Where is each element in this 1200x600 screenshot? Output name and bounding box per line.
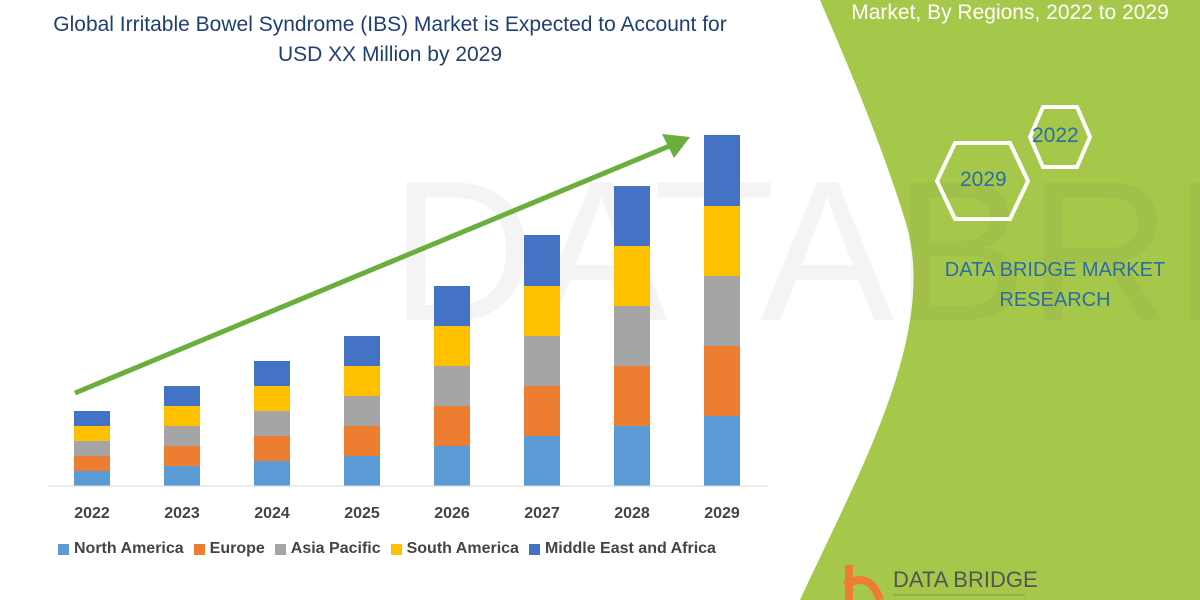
bar-segment-2027-3 xyxy=(524,286,560,336)
bar-segment-2025-0 xyxy=(344,456,380,486)
x-tick-label: 2025 xyxy=(344,505,380,522)
bar-segment-2023-1 xyxy=(164,446,200,466)
bar-segment-2028-2 xyxy=(614,306,650,366)
bar-segment-2029-2 xyxy=(704,276,740,346)
bar-segment-2025-1 xyxy=(344,426,380,456)
bar-segment-2022-2 xyxy=(74,441,110,456)
bar-segment-2023-3 xyxy=(164,406,200,426)
hexagon-2029 xyxy=(934,141,1031,221)
bar-segment-2025-2 xyxy=(344,396,380,426)
legend-item: North America xyxy=(58,540,184,558)
legend: North America Europe Asia Pacific South … xyxy=(58,540,716,558)
bar-segment-2026-2 xyxy=(434,366,470,406)
legend-label: Middle East and Africa xyxy=(544,540,716,557)
bar-segment-2023-2 xyxy=(164,426,200,446)
legend-item: South America xyxy=(390,540,519,558)
legend-label: Europe xyxy=(209,540,265,557)
x-tick-labels: 2022 2023 2024 2025 2026 2027 2028 2029 xyxy=(74,505,740,522)
legend-label: Asia Pacific xyxy=(290,540,381,557)
bar-segment-2027-4 xyxy=(524,235,560,286)
legend-swatch xyxy=(58,543,69,555)
hexagons xyxy=(934,105,1093,221)
bar-segment-2023-4 xyxy=(164,386,200,406)
bar-segment-2024-1 xyxy=(254,436,290,461)
bar-segment-2025-3 xyxy=(344,366,380,396)
bar-segment-2024-4 xyxy=(254,361,290,386)
x-tick-label: 2022 xyxy=(74,505,110,522)
legend-swatch xyxy=(274,543,286,555)
brand-text: DATA BRIDGE MARKET RESEARCH xyxy=(944,259,1166,311)
x-tick-label: 2026 xyxy=(434,505,470,522)
bar-segment-2025-4 xyxy=(344,336,380,366)
x-tick-label: 2024 xyxy=(254,505,290,522)
bar-segment-2022-1 xyxy=(74,456,110,471)
bar-segment-2029-1 xyxy=(704,346,740,416)
bar-segment-2027-2 xyxy=(524,336,560,386)
bar-segment-2028-0 xyxy=(614,426,650,486)
legend-item: Asia Pacific xyxy=(274,540,381,558)
bar-segment-2027-0 xyxy=(524,436,560,486)
trend-arrow xyxy=(74,134,690,396)
logo-text: DATA BRIDGE xyxy=(893,567,1038,592)
bar-segment-2029-0 xyxy=(704,416,740,486)
bar-segment-2028-4 xyxy=(614,186,650,246)
bar-segment-2024-2 xyxy=(254,411,290,436)
green-side-panel xyxy=(800,0,1200,600)
bar-segment-2022-0 xyxy=(74,471,110,486)
bar-segment-2024-0 xyxy=(254,461,290,486)
bar-segment-2023-0 xyxy=(164,466,200,486)
x-tick-label: 2027 xyxy=(524,505,560,522)
legend-item: Europe xyxy=(193,540,265,558)
bar-segment-2028-3 xyxy=(614,246,650,306)
x-tick-label: 2029 xyxy=(704,505,740,522)
x-tick-label: 2023 xyxy=(164,505,200,522)
bar-segment-2026-3 xyxy=(434,326,470,366)
legend-label: South America xyxy=(406,540,519,557)
chart-title: Global Irritable Bowel Syndrome (IBS) Ma… xyxy=(53,13,727,66)
legend-swatch xyxy=(390,543,402,555)
x-tick-label: 2028 xyxy=(614,505,650,522)
side-panel-title: Market, By Regions, 2022 to 2029 xyxy=(851,1,1169,24)
bar-segment-2029-4 xyxy=(704,135,740,206)
legend-swatch xyxy=(528,543,540,555)
bar-segment-2022-4 xyxy=(74,411,110,426)
bar-chart xyxy=(74,135,740,486)
legend-swatch xyxy=(193,543,205,555)
bar-segment-2029-3 xyxy=(704,206,740,276)
bar-segment-2028-1 xyxy=(614,366,650,426)
bar-segment-2026-0 xyxy=(434,446,470,486)
bar-segment-2027-1 xyxy=(524,386,560,436)
legend-label: North America xyxy=(74,540,184,557)
bar-segment-2022-3 xyxy=(74,426,110,441)
logo-icon xyxy=(842,565,1025,600)
bar-segment-2026-4 xyxy=(434,286,470,326)
hex-label-2029: 2029 xyxy=(960,168,1007,191)
legend-item: Middle East and Africa xyxy=(528,540,716,558)
bar-segment-2024-3 xyxy=(254,386,290,411)
hexagon-2022 xyxy=(1027,105,1093,169)
bar-segment-2026-1 xyxy=(434,406,470,446)
hex-label-2022: 2022 xyxy=(1032,124,1079,147)
